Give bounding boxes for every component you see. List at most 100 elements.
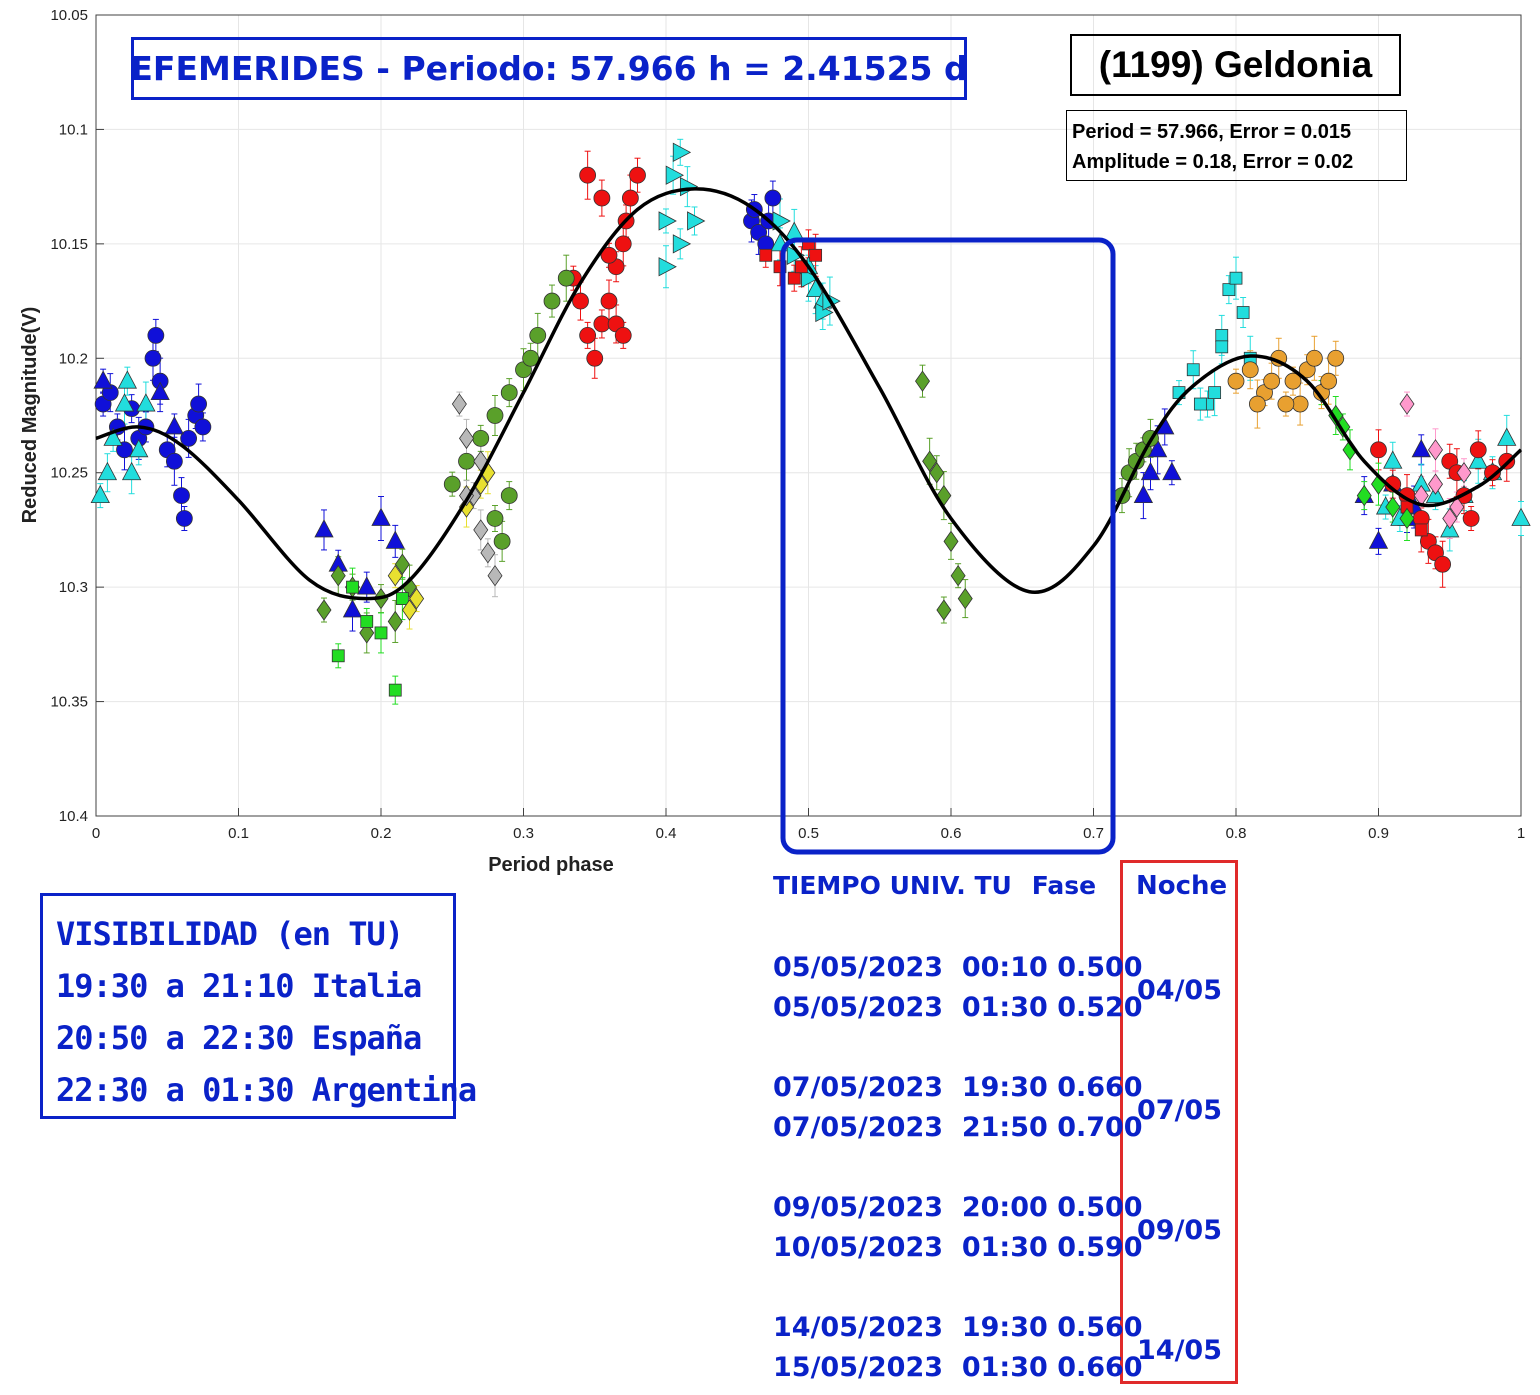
data-point [665,165,684,185]
data-point [1469,441,1487,459]
data-point [371,507,391,526]
data-point [480,542,496,564]
ephemeris-row: 09/05/2023 20:00 0.500 [773,1192,1143,1223]
x-axis-label: Period phase [488,854,614,876]
data-point [1133,484,1154,504]
data-point [579,166,597,184]
data-point [572,292,589,310]
x-tick-label: 1 [1517,825,1525,842]
data-point [621,189,639,207]
data-point [593,315,611,333]
data-point [409,587,425,610]
data-point [451,393,467,415]
header-phase: Fase [1031,871,1097,900]
data-point [764,189,782,207]
y-axis-label: Reduced Magnitude(V) [19,307,41,524]
data-point [787,271,801,285]
data-point [395,592,409,605]
data-point [672,234,692,254]
data-point [486,407,504,424]
data-point [443,475,461,493]
y-tick-label: 10.25 [50,465,88,482]
data-point [784,221,804,240]
data-point [1227,372,1245,390]
data-point [1215,328,1229,342]
data-point [117,370,138,389]
data-point [194,418,212,436]
x-tick-label: 0.2 [371,825,392,842]
data-point [1442,507,1458,530]
data-point [936,599,952,621]
data-point [1162,461,1182,481]
visibility-line-italia: 19:30 a 21:10 Italia [56,967,422,1005]
night-label: 09/05 [1137,1215,1223,1246]
data-point [801,268,820,288]
data-point [1284,372,1302,390]
data-point [129,438,149,458]
data-point [144,349,162,367]
ephemeris-title: EFEMERIDES - Periodo: 57.966 h = 2.41525… [130,49,968,88]
data-point [121,461,142,481]
data-point [586,349,604,367]
data-point [97,461,118,481]
data-point [679,176,699,197]
y-tick-label: 10.05 [50,7,88,24]
data-point [1497,427,1517,446]
data-point [1385,496,1401,518]
data-point [175,510,193,527]
night-label: 14/05 [1137,1335,1223,1366]
data-point [472,429,490,447]
ephemeris-row: 10/05/2023 01:30 0.590 [773,1232,1143,1263]
visibility-box: VISIBILIDAD (en TU) 19:30 a 21:10 Italia… [40,893,477,1119]
x-tick-label: 0.7 [1083,825,1104,842]
data-point [150,381,170,401]
data-point [687,211,706,231]
data-point [1320,372,1338,390]
data-point [314,519,334,538]
data-point [1208,386,1222,400]
y-tick-label: 10.1 [59,121,88,138]
ephemeris-row: 15/05/2023 01:30 0.660 [773,1352,1143,1383]
data-point [165,452,183,470]
data-point [1399,507,1415,530]
x-tick-label: 0.9 [1368,825,1389,842]
data-point [1484,464,1501,482]
visibility-title: VISIBILIDAD (en TU) [56,915,404,953]
data-point [473,519,489,541]
data-point [1236,306,1250,319]
x-tick-label: 0.8 [1226,825,1247,842]
ephemeris-title-box: EFEMERIDES - Periodo: 57.966 h = 2.41525… [130,37,968,100]
data-point [316,599,332,621]
data-point [114,393,135,412]
data-point [487,565,503,587]
data-point [543,292,561,310]
visibility-line-espana: 20:50 a 22:30 España [56,1019,422,1057]
data-point [1248,395,1266,413]
highlight-phase-window [780,237,1116,855]
data-point [1291,395,1309,413]
y-tick-label: 10.2 [59,350,88,367]
data-point [164,416,185,435]
data-point [1305,349,1323,367]
data-point [522,349,540,367]
data-point [1186,363,1200,377]
data-point [342,599,363,618]
data-point [1140,461,1161,481]
data-point [374,626,388,640]
data-point [388,683,402,697]
data-point [1383,450,1403,469]
data-point [331,649,345,663]
ephemeris-row: 07/05/2023 19:30 0.660 [773,1072,1143,1103]
period-stat: Period = 57.966, Error = 0.015 [1072,121,1352,143]
data-point [1327,349,1345,367]
object-name-box: (1199) Geldonia [1070,34,1401,96]
data-point [1411,438,1431,458]
y-tick-label: 10.3 [59,579,88,596]
data-point [90,484,110,504]
amplitude-stat: Amplitude = 0.18, Error = 0.02 [1072,151,1354,173]
data-point [600,246,618,264]
data-point [493,532,511,550]
data-point [1468,450,1488,469]
fit-curve [95,187,1523,601]
